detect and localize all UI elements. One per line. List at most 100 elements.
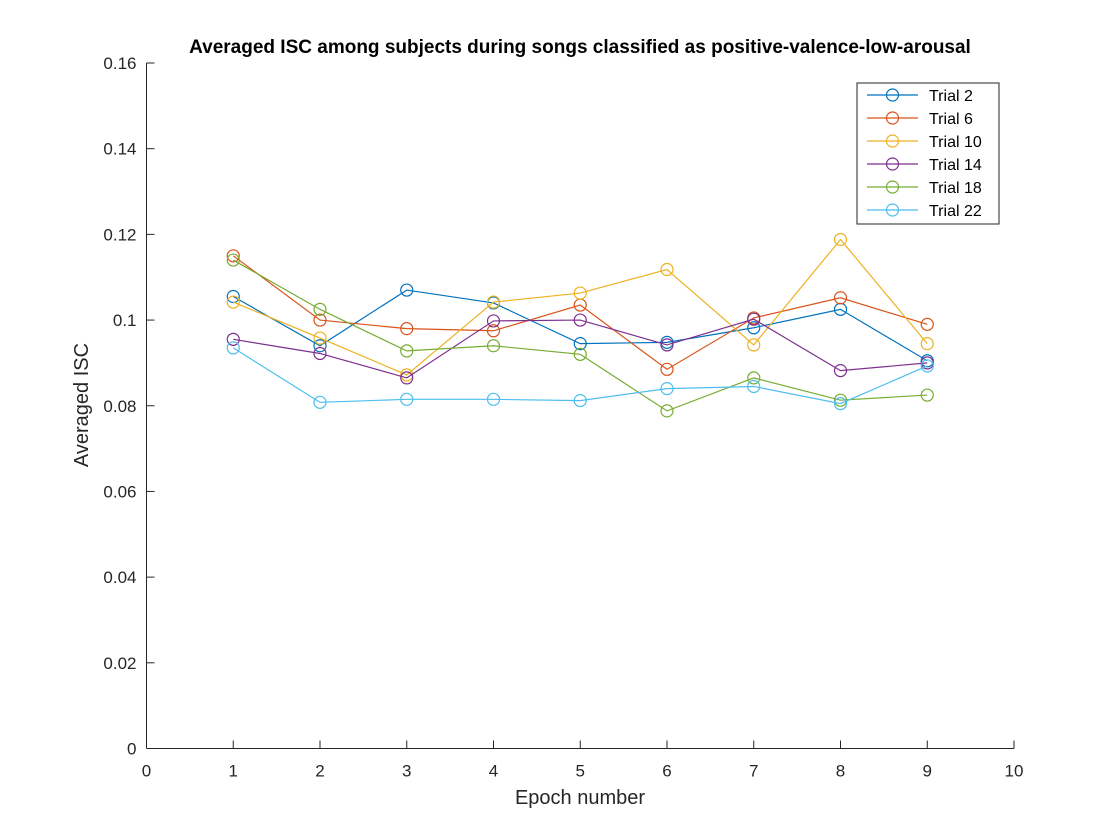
- data-point: [226, 249, 240, 263]
- legend-item: Trial 2: [867, 88, 973, 105]
- legend-marker: [885, 111, 900, 125]
- data-point: [573, 394, 587, 408]
- series-trial-14: [226, 312, 934, 385]
- y-tick-label: 0.16: [103, 54, 136, 73]
- y-tick-label: 0.14: [103, 140, 136, 159]
- chart-title: Averaged ISC among subjects during songs…: [189, 37, 971, 58]
- x-tick-label: 4: [489, 762, 498, 781]
- data-point: [313, 346, 327, 361]
- legend-item: Trial 10: [867, 134, 982, 151]
- legend-item: Trial 18: [867, 180, 982, 197]
- data-point: [920, 388, 934, 402]
- legend-item: Trial 6: [867, 111, 973, 128]
- legend-marker: [885, 180, 900, 194]
- x-tick-label: 5: [576, 762, 585, 781]
- x-tick-label: 3: [402, 762, 411, 781]
- legend-label: Trial 2: [929, 88, 973, 105]
- data-point: [920, 356, 934, 370]
- legend-label: Trial 18: [929, 180, 982, 197]
- data-point: [226, 253, 240, 267]
- legend-label: Trial 10: [929, 134, 982, 151]
- legend-label: Trial 14: [929, 157, 982, 174]
- data-point: [486, 295, 501, 309]
- data-point: [313, 339, 327, 353]
- legend-marker: [885, 157, 900, 171]
- data-point: [920, 337, 934, 351]
- legend: Trial 2 Trial 6 Trial 10 Trial 14 Trial 18 Tr…: [856, 82, 1000, 225]
- series-line: [233, 238, 928, 376]
- series-line: [232, 347, 928, 405]
- data-point: [573, 313, 587, 327]
- series-line: [232, 289, 928, 362]
- data-point: [400, 283, 414, 297]
- data-point: [747, 371, 761, 385]
- series-line: [233, 318, 928, 379]
- data-point: [226, 332, 240, 346]
- data-point: [400, 368, 414, 382]
- x-tick-label: 8: [836, 762, 845, 781]
- legend-label: Trial 6: [929, 111, 973, 128]
- legend-item: Trial 22: [867, 203, 982, 220]
- data-point: [833, 364, 848, 378]
- data-point: [313, 395, 327, 409]
- legend-label: Trial 22: [929, 203, 982, 220]
- data-point: [573, 337, 587, 351]
- legend-marker: [885, 203, 900, 217]
- legend-marker: [885, 88, 900, 102]
- data-point: [833, 291, 848, 305]
- data-point: [226, 295, 240, 309]
- data-point: [486, 392, 501, 406]
- y-axis-label: Averaged ISC: [71, 343, 93, 467]
- data-point: [400, 371, 414, 385]
- y-tick-label: 0.02: [103, 654, 136, 673]
- x-ticks: 0 1 2 3 4 5 6 7 8 9 10: [142, 740, 1024, 781]
- data-point: [920, 317, 934, 331]
- data-point: [660, 338, 674, 352]
- data-point: [660, 382, 674, 396]
- data-point: [747, 321, 761, 335]
- data-point: [747, 312, 761, 326]
- data-point: [660, 262, 674, 277]
- data-point: [486, 314, 501, 328]
- legend-item: Trial 14: [867, 157, 982, 174]
- data-point: [486, 324, 501, 338]
- series-trial-18: [226, 253, 934, 418]
- data-point: [400, 344, 414, 358]
- data-point: [573, 347, 587, 361]
- y-tick-label: 0.12: [103, 225, 136, 244]
- x-tick-label: 1: [229, 762, 238, 781]
- y-tick-label: 0: [127, 740, 136, 759]
- y-tick-label: 0.04: [103, 568, 136, 587]
- data-point: [486, 339, 501, 353]
- data-point: [747, 338, 761, 352]
- data-point: [833, 397, 848, 411]
- data-point: [313, 313, 327, 327]
- y-tick-label: 0.08: [103, 397, 136, 416]
- y-tick-label: 0.1: [113, 311, 137, 330]
- data-point: [833, 232, 848, 247]
- data-point: [660, 404, 674, 418]
- plot-area: 0 1 2 3 4 5 6 7 8 9 10 0 0.02 0.04 0.06 0.08 0.1 0.12 0.1…: [103, 54, 1023, 781]
- series-line: [232, 259, 928, 412]
- series-layer: [226, 232, 934, 418]
- series-trial-10: [226, 232, 934, 382]
- x-tick-label: 9: [923, 762, 932, 781]
- data-point: [400, 322, 414, 336]
- data-point: [313, 331, 327, 345]
- x-tick-label: 10: [1005, 762, 1024, 781]
- data-point: [660, 362, 674, 376]
- legend-items: Trial 2 Trial 6 Trial 10 Trial 14 Trial 18 Tr…: [867, 88, 982, 220]
- data-point: [400, 392, 414, 406]
- data-point: [313, 302, 327, 316]
- y-tick-label: 0.06: [103, 482, 136, 501]
- x-tick-label: 7: [749, 762, 758, 781]
- series-trial-22: [226, 341, 934, 411]
- x-tick-label: 2: [315, 762, 324, 781]
- legend-marker: [885, 134, 900, 148]
- legend-box: [856, 82, 1000, 225]
- y-ticks: 0 0.02 0.04 0.06 0.08 0.1 0.12 0.14 0.16: [103, 54, 155, 759]
- x-axis-label: Epoch number: [515, 787, 645, 809]
- data-point: [833, 393, 848, 407]
- data-point: [573, 286, 587, 300]
- data-point: [920, 359, 934, 373]
